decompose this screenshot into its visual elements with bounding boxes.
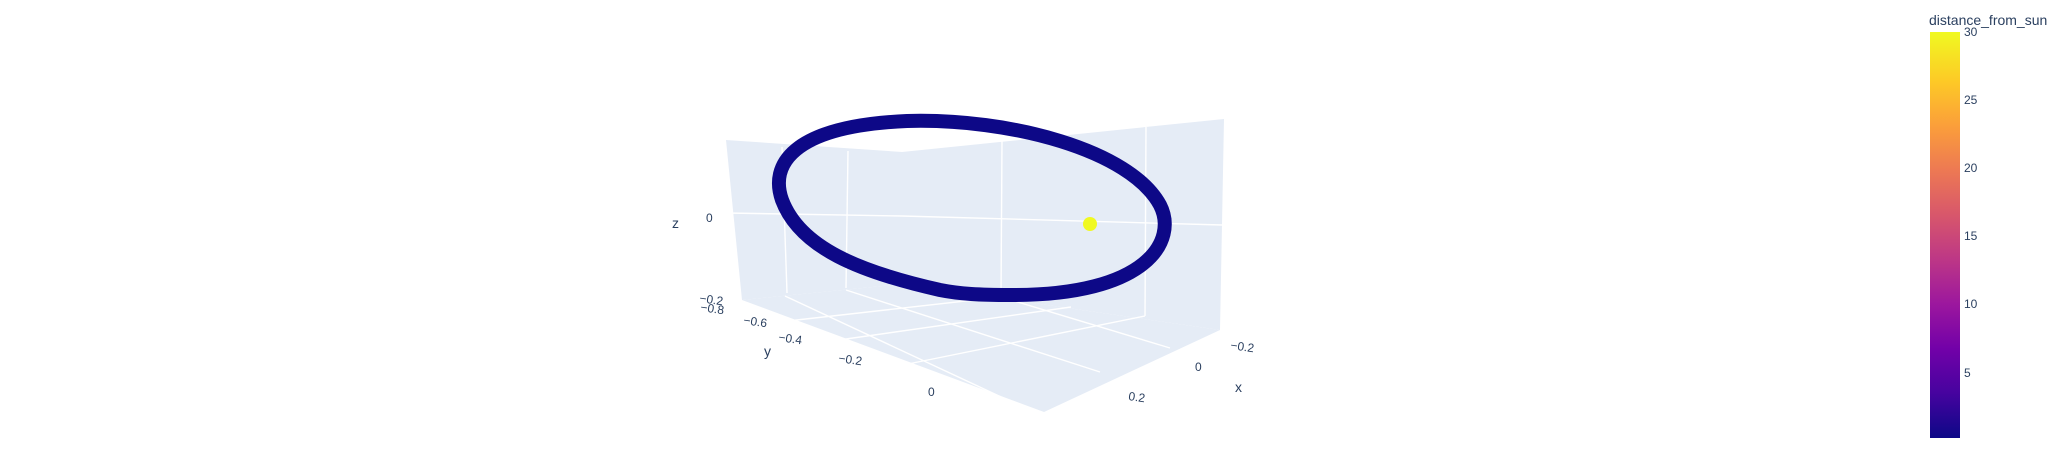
colorbar-title: distance_from_sun <box>1929 12 2047 28</box>
colorbar: distance_from_sun 30 25 20 15 10 5 <box>1929 12 2047 438</box>
floor-plane <box>742 284 1220 412</box>
z-tick-0: 0 <box>706 211 713 225</box>
colorbar-tick-10: 10 <box>1964 297 1978 311</box>
x-axis-title: x <box>1235 379 1242 395</box>
back-wall-right <box>902 119 1224 330</box>
y-axis-title: y <box>764 343 771 359</box>
floor-gridlines <box>769 289 1171 404</box>
orbit-trace[interactable] <box>772 113 1172 303</box>
z-axis-title: z <box>672 215 679 231</box>
colorbar-tick-15: 15 <box>1964 229 1978 243</box>
x-tick-neg02: −0.2 <box>1230 338 1256 355</box>
y-tick-neg08: −0.8 <box>700 300 726 317</box>
colorbar-tick-20: 20 <box>1964 161 1978 175</box>
colorbar-tick-30: 30 <box>1964 25 1978 39</box>
colorbar-gradient <box>1930 32 1960 438</box>
y-tick-0: 0 <box>928 385 935 399</box>
y-tick-neg04: −0.4 <box>778 330 804 347</box>
z-tick-neg02: −0.2 <box>699 291 725 308</box>
x-tick-0: 0 <box>1195 360 1202 374</box>
orbit-series[interactable] <box>772 113 1172 303</box>
colorbar-tick-25: 25 <box>1964 93 1978 107</box>
sun-point[interactable] <box>1083 217 1097 231</box>
y-tick-neg06: −0.6 <box>743 313 769 330</box>
colorbar-tick-5: 5 <box>1964 366 1971 380</box>
y-tick-neg02: −0.2 <box>838 351 864 368</box>
x-tick-02: 0.2 <box>1128 389 1147 405</box>
